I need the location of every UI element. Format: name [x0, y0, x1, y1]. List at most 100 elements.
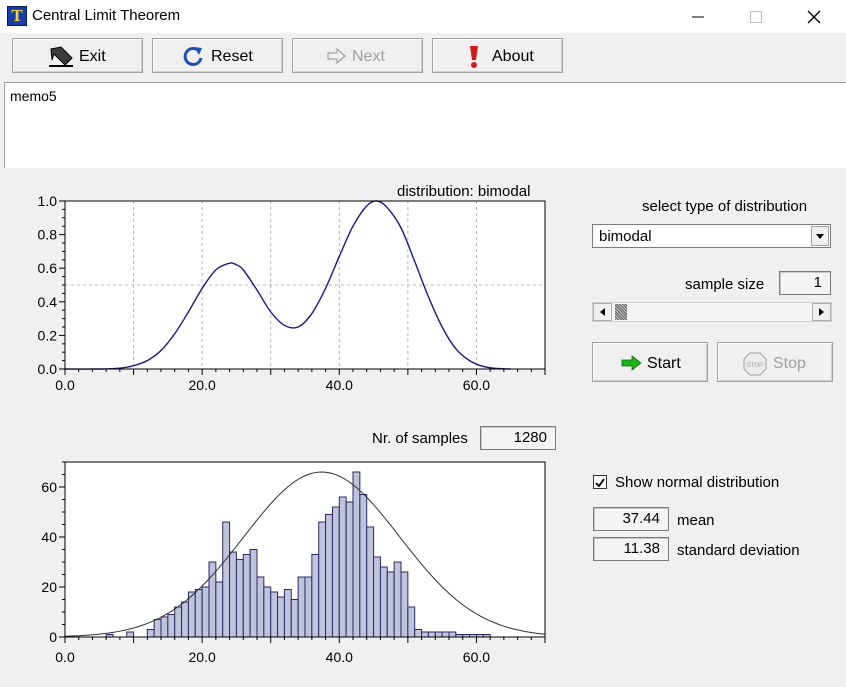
sample-size-field[interactable]: 1 — [779, 271, 831, 295]
reset-label: Reset — [211, 48, 253, 65]
x-tick-label: 0.0 — [55, 649, 75, 665]
stop-button[interactable]: STOP Stop — [717, 342, 833, 382]
green-arrow-icon — [621, 355, 642, 371]
distribution-select-value: bimodal — [599, 228, 652, 245]
histogram-bar — [235, 559, 244, 638]
distribution-select-label: select type of distribution — [642, 198, 808, 215]
histogram-bar — [194, 589, 203, 638]
about-button[interactable]: About — [432, 38, 563, 73]
sample-size-slider[interactable] — [592, 302, 832, 322]
histogram-bar — [331, 506, 340, 638]
histogram-bar — [256, 576, 265, 638]
exit-button[interactable]: Exit — [12, 38, 143, 73]
histogram-bar — [277, 596, 285, 638]
reset-button[interactable]: Reset — [152, 38, 283, 73]
next-arrow-icon — [327, 47, 346, 65]
histogram-bar — [242, 554, 251, 638]
exit-arrow-icon — [49, 46, 73, 67]
sd-label: standard deviation — [677, 542, 800, 559]
stop-icon-text: STOP — [747, 363, 763, 369]
histogram-bar — [448, 631, 457, 638]
histogram-bar — [126, 631, 135, 638]
histogram-bar — [174, 606, 183, 638]
histogram-bar — [229, 551, 237, 638]
histogram-bar — [359, 494, 368, 638]
y-tick-label: 1.0 — [38, 193, 58, 209]
window-title: Central Limit Theorem — [32, 7, 181, 24]
memo-box[interactable]: memo5 — [4, 82, 846, 168]
y-tick-label: 60 — [41, 479, 57, 495]
start-button[interactable]: Start — [592, 342, 708, 382]
nr-samples-label: Nr. of samples — [372, 430, 468, 447]
y-tick-label: 0.8 — [38, 227, 58, 243]
histogram-bar — [393, 561, 402, 638]
x-tick-label: 20.0 — [189, 377, 216, 393]
histogram-bar — [153, 619, 162, 638]
close-button[interactable] — [786, 0, 844, 33]
histogram-bar — [427, 631, 436, 638]
histogram-bar — [434, 631, 443, 638]
histogram-bar — [297, 576, 306, 638]
histogram-bar — [160, 616, 169, 638]
maximize-icon — [750, 11, 762, 23]
x-tick-label: 60.0 — [463, 649, 490, 665]
next-label: Next — [352, 48, 385, 65]
histogram-bar — [421, 631, 429, 638]
y-tick-label: 40 — [41, 529, 57, 545]
triangle-left-icon — [600, 308, 605, 316]
scroll-left-button[interactable] — [593, 303, 612, 321]
histogram-bar — [290, 599, 299, 638]
histogram-bar — [187, 591, 196, 638]
x-tick-label: 20.0 — [189, 649, 216, 665]
start-label: Start — [647, 355, 681, 372]
x-tick-label: 40.0 — [326, 649, 353, 665]
toolbar: Exit Reset Next About — [0, 33, 846, 79]
show-normal-checkbox[interactable] — [593, 475, 607, 489]
x-tick-label: 0.0 — [55, 377, 75, 393]
app-icon: T — [7, 6, 27, 26]
histogram-bar — [441, 631, 450, 638]
histogram-bar — [325, 514, 333, 638]
show-normal-label: Show normal distribution — [615, 474, 780, 491]
refresh-icon — [183, 46, 203, 66]
x-tick-label: 40.0 — [326, 377, 353, 393]
histogram-bar — [304, 576, 313, 638]
histogram-bar — [146, 629, 155, 638]
slider-thumb[interactable] — [615, 304, 627, 320]
x-tick-label: 60.0 — [463, 377, 490, 393]
histogram-bar — [222, 521, 231, 638]
dropdown-button[interactable] — [811, 226, 829, 246]
scroll-right-button[interactable] — [812, 303, 831, 321]
exclamation-icon — [470, 46, 478, 68]
histogram-bar — [167, 614, 176, 638]
histogram-bar — [215, 581, 224, 638]
histogram-bar — [249, 549, 258, 638]
histogram-bar — [181, 601, 189, 638]
histogram-bar — [366, 526, 375, 638]
histogram-bar — [352, 471, 361, 638]
nr-samples-field: 1280 — [480, 426, 556, 450]
histogram-bar — [338, 496, 347, 638]
distribution-chart-title: distribution: bimodal — [397, 183, 531, 200]
histogram-bar — [283, 589, 292, 638]
minimize-button[interactable] — [670, 0, 728, 33]
histogram-bar — [373, 556, 381, 638]
histogram-bar — [407, 606, 416, 638]
histogram-bar — [318, 521, 327, 638]
memo-text: memo5 — [10, 88, 57, 104]
mean-label: mean — [677, 512, 715, 529]
y-tick-label: 0.2 — [38, 327, 58, 343]
maximize-button[interactable] — [728, 0, 786, 33]
distribution-select[interactable]: bimodal — [592, 224, 831, 248]
y-tick-label: 0.4 — [38, 294, 58, 310]
histogram-bar — [311, 554, 320, 638]
close-icon — [807, 10, 821, 24]
next-button[interactable]: Next — [292, 38, 423, 73]
exit-label: Exit — [79, 48, 106, 65]
y-tick-label: 0.0 — [38, 361, 58, 377]
y-tick-label: 20 — [41, 579, 57, 595]
histogram-bar — [201, 586, 210, 638]
histogram-bar — [386, 571, 395, 638]
histogram-bar — [400, 571, 409, 638]
